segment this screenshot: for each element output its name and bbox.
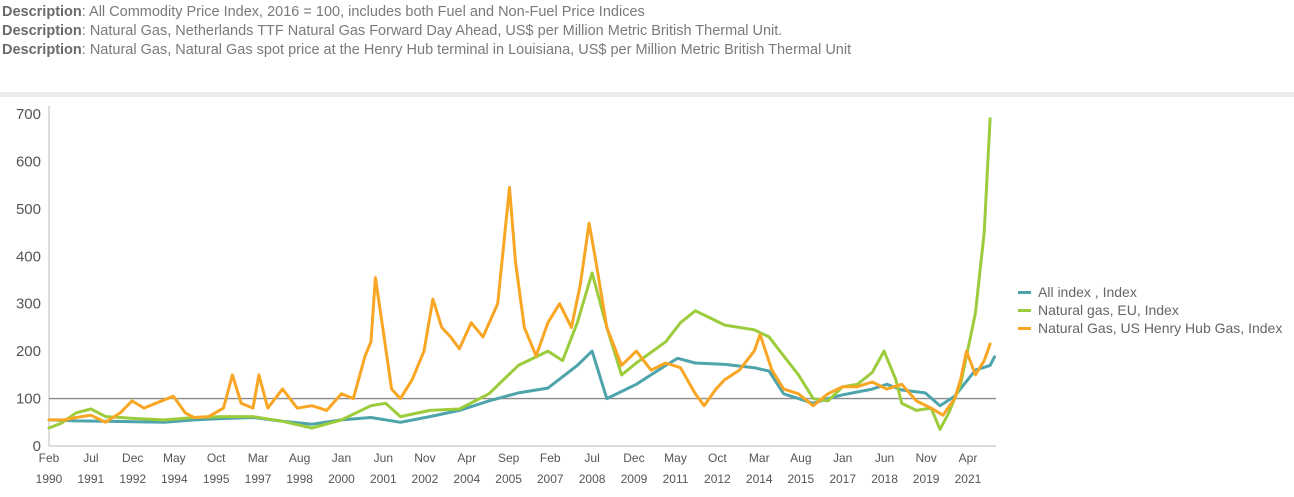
y-tick-label: 300: [16, 296, 41, 313]
x-tick-month: Sep: [498, 451, 520, 465]
x-tick-year: 2007: [537, 472, 564, 486]
description-sep: :: [81, 4, 90, 20]
x-tick-year: 2008: [579, 472, 606, 486]
description-text: All Commodity Price Index, 2016 = 100, i…: [89, 4, 645, 20]
x-tick-month: May: [163, 451, 186, 465]
y-tick-label: 700: [16, 106, 41, 123]
description-text: Natural Gas, Netherlands TTF Natural Gas…: [89, 23, 783, 39]
y-tick-label: 100: [16, 391, 41, 408]
legend-swatch: [1018, 309, 1031, 312]
x-tick-year: 1990: [36, 472, 63, 486]
x-tick-year: 2015: [787, 472, 814, 486]
description-text: Natural Gas, Natural Gas spot price at t…: [89, 42, 852, 58]
description-key: Description: [2, 4, 82, 20]
x-tick-year: 2017: [829, 472, 856, 486]
x-tick-year: 2005: [495, 472, 522, 486]
x-tick-month: Nov: [915, 451, 936, 465]
section-divider: [0, 92, 1294, 97]
legend-swatch: [1018, 327, 1031, 330]
x-tick-month: Dec: [122, 451, 143, 465]
series-lines: [47, 117, 996, 431]
y-tick-label: 200: [16, 343, 41, 360]
x-tick-month: Feb: [39, 451, 60, 465]
description-block: Description: All Commodity Price Index, …: [2, 3, 1282, 60]
x-tick-month: Feb: [540, 451, 561, 465]
x-tick-year: 2014: [746, 472, 773, 486]
legend-item-eu[interactable]: Natural gas, EU, Index: [1018, 302, 1294, 318]
x-tick-month: Apr: [959, 451, 978, 465]
description-line: Description: Natural Gas, Netherlands TT…: [2, 22, 1282, 41]
x-tick-month: Dec: [623, 451, 644, 465]
x-tick-month: Mar: [749, 451, 770, 465]
line-chart: 0 100 200 300 400 500 600 700 Feb 1990 Jul 1991 Dec…: [16, 106, 996, 486]
x-tick-month: Aug: [790, 451, 811, 465]
x-tick-year: 1994: [161, 472, 188, 486]
description-sep: :: [81, 42, 90, 58]
description-sep: :: [81, 23, 90, 39]
y-tick-label: 600: [16, 153, 41, 170]
x-tick-year: 2019: [913, 472, 940, 486]
x-tick-month: Jul: [83, 451, 98, 465]
x-tick-year: 1991: [78, 472, 105, 486]
description-line: Description: Natural Gas, Natural Gas sp…: [2, 41, 1282, 60]
y-tick-label: 400: [16, 248, 41, 265]
x-tick-year: 2004: [453, 472, 480, 486]
x-tick-year: 1995: [203, 472, 230, 486]
legend-item-all-index[interactable]: All index , Index: [1018, 284, 1294, 300]
x-tick-month: Jun: [374, 451, 393, 465]
legend-swatch: [1018, 291, 1031, 294]
x-tick-year: 2018: [871, 472, 898, 486]
x-tick-month: Nov: [414, 451, 435, 465]
x-tick-year: 2012: [704, 472, 731, 486]
x-tick-year: 2000: [328, 472, 355, 486]
y-tick-label: 0: [33, 438, 41, 455]
legend-label: Natural gas, EU, Index: [1038, 302, 1179, 318]
x-tick-year: 2021: [955, 472, 982, 486]
x-axis: Feb 1990 Jul 1991 Dec 1992 May 1994 Oct 1995 Mar 19…: [36, 445, 996, 486]
legend-label: All index , Index: [1038, 284, 1137, 300]
description-key: Description: [2, 23, 82, 39]
x-tick-month: May: [664, 451, 687, 465]
y-axis: 0 100 200 300 400 500 600 700: [16, 106, 50, 455]
description-line: Description: All Commodity Price Index, …: [2, 3, 1282, 22]
x-tick-year: 1997: [245, 472, 272, 486]
series-line-1: [47, 117, 992, 431]
x-tick-month: Jan: [332, 451, 351, 465]
x-tick-month: Jun: [875, 451, 894, 465]
x-tick-year: 2009: [621, 472, 648, 486]
x-tick-year: 2011: [663, 472, 689, 486]
y-tick-label: 500: [16, 201, 41, 218]
x-tick-month: Mar: [248, 451, 269, 465]
x-tick-year: 2002: [412, 472, 439, 486]
legend: All index , Index Natural gas, EU, Index…: [1018, 284, 1294, 338]
x-tick-month: Aug: [289, 451, 310, 465]
legend-label: Natural Gas, US Henry Hub Gas, Index: [1038, 320, 1283, 336]
x-tick-year: 1998: [286, 472, 313, 486]
series-line-2: [47, 186, 992, 424]
x-tick-month: Jan: [833, 451, 852, 465]
x-tick-month: Apr: [457, 451, 476, 465]
x-tick-year: 1992: [119, 472, 146, 486]
x-tick-year: 2001: [370, 472, 397, 486]
x-tick-month: Jul: [584, 451, 599, 465]
description-key: Description: [2, 42, 82, 58]
legend-item-us-henry-hub[interactable]: Natural Gas, US Henry Hub Gas, Index: [1018, 320, 1294, 336]
x-tick-month: Oct: [207, 451, 226, 465]
x-tick-month: Oct: [708, 451, 727, 465]
